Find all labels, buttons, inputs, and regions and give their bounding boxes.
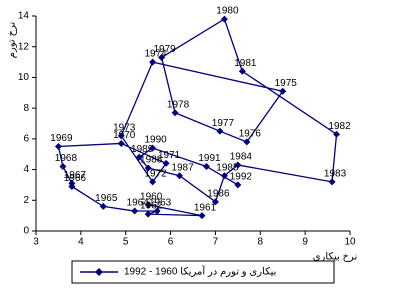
point-label: 1962 xyxy=(140,201,163,212)
legend xyxy=(71,260,335,284)
point-label: 1961 xyxy=(194,202,217,213)
legend-label: بیکاری و تورم در آمریکا 1960 - 1992 xyxy=(124,265,276,278)
point-label: 1983 xyxy=(324,168,347,179)
x-tick-label: 7 xyxy=(213,237,219,248)
point xyxy=(279,87,287,95)
y-tick-label: 0 xyxy=(23,226,29,237)
point-label: 1991 xyxy=(198,153,221,164)
point xyxy=(328,178,336,186)
point-label: 1965 xyxy=(95,193,118,204)
point xyxy=(211,198,219,206)
x-tick-label: 6 xyxy=(168,237,174,248)
point xyxy=(68,179,76,187)
y-tick-label: 10 xyxy=(18,72,30,83)
x-axis-title: نرخ بیکاری xyxy=(313,252,358,263)
point xyxy=(234,161,242,169)
point xyxy=(59,163,67,170)
point xyxy=(99,202,107,210)
point xyxy=(158,53,166,61)
point xyxy=(238,67,246,75)
x-tick-label: 9 xyxy=(302,237,308,248)
point xyxy=(144,201,152,209)
point-label: 1978 xyxy=(167,99,190,110)
point xyxy=(220,15,228,23)
y-axis-title: نرخ تورم xyxy=(7,22,18,59)
x-tick-label: 10 xyxy=(344,237,356,248)
point-label: 1971 xyxy=(158,150,181,161)
point-label: 1992 xyxy=(230,172,253,183)
point-label: 1968 xyxy=(55,153,78,164)
y-tick-label: 6 xyxy=(23,133,29,144)
point-label: 1963 xyxy=(149,198,172,209)
point xyxy=(153,207,161,215)
point-label: 1981 xyxy=(234,58,257,69)
x-tick-label: 5 xyxy=(123,237,129,248)
point-label: 1972 xyxy=(145,168,168,179)
point xyxy=(216,127,224,135)
point xyxy=(171,109,179,117)
point-label: 1985 xyxy=(216,162,239,173)
point xyxy=(144,210,152,218)
x-tick-label: 4 xyxy=(78,237,84,248)
point xyxy=(202,163,210,170)
x-tick-label: 8 xyxy=(258,237,264,248)
point-label: 1967 xyxy=(64,170,87,181)
point-label: 1979 xyxy=(153,44,176,55)
point-label: 1964 xyxy=(127,198,150,209)
point xyxy=(243,138,251,146)
y-tick-label: 4 xyxy=(23,164,29,175)
point xyxy=(131,207,139,215)
point xyxy=(220,172,228,180)
point-label: 1975 xyxy=(275,78,298,89)
point xyxy=(117,132,125,140)
point-label: 1973 xyxy=(113,122,136,133)
point xyxy=(135,153,143,161)
point-label: 1987 xyxy=(171,162,194,173)
point-label: 1984 xyxy=(230,152,253,163)
series-line xyxy=(57,18,338,217)
point-label: 1966 xyxy=(64,173,87,184)
point xyxy=(162,159,170,167)
point xyxy=(149,144,157,152)
point-label: 1969 xyxy=(50,133,73,144)
legend-marker xyxy=(95,268,103,276)
point xyxy=(149,58,157,66)
y-tick-label: 12 xyxy=(18,41,30,52)
point-label: 1990 xyxy=(145,135,168,146)
point xyxy=(176,172,184,180)
point-label: 1988 xyxy=(140,155,163,166)
point-label: 1980 xyxy=(216,6,239,17)
point xyxy=(234,181,242,189)
point-label: 1960 xyxy=(140,192,163,203)
point xyxy=(117,139,125,147)
point-label: 1976 xyxy=(239,129,262,140)
point-label: 1974 xyxy=(145,49,168,60)
point-label: 1989 xyxy=(131,144,154,155)
point-label: 1982 xyxy=(328,121,351,132)
point-label: 1986 xyxy=(207,188,230,199)
point xyxy=(333,130,341,138)
y-tick-label: 8 xyxy=(23,103,29,114)
x-tick-label: 3 xyxy=(33,237,39,248)
y-tick-label: 2 xyxy=(23,195,29,206)
point xyxy=(144,164,152,172)
point xyxy=(198,212,206,220)
y-tick-label: 14 xyxy=(18,11,30,22)
point-label: 1977 xyxy=(212,118,235,129)
point xyxy=(149,178,157,186)
point xyxy=(54,143,62,151)
